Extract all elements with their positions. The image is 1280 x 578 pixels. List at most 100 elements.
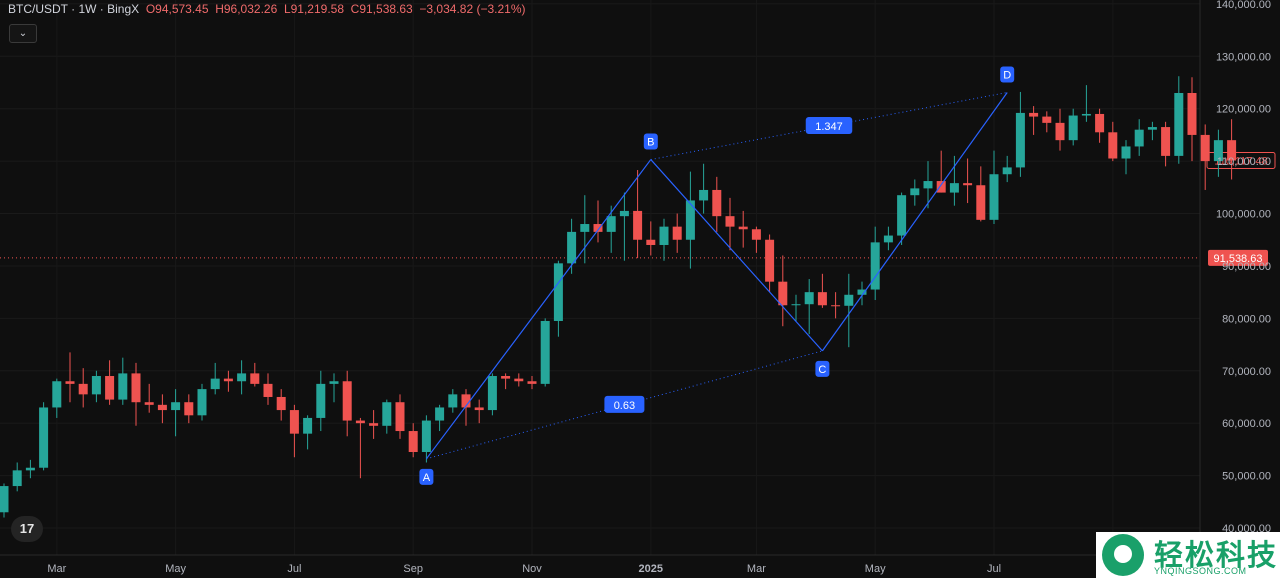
pattern-point-label: A <box>423 472 431 484</box>
symbol-header: BTC/USDT · 1W · BingX O94,573.45 H96,032… <box>8 2 525 16</box>
time-tick-label: 2025 <box>639 563 663 575</box>
price-tick-label: 50,000.00 <box>1222 471 1271 483</box>
candle <box>144 383 154 413</box>
candle <box>1068 108 1078 146</box>
candle-body <box>303 417 313 434</box>
candle <box>157 394 167 424</box>
candle <box>791 294 801 321</box>
candle <box>12 462 22 492</box>
candle-body <box>395 402 405 432</box>
candle-body <box>751 229 761 240</box>
candle <box>171 389 181 437</box>
candle <box>355 417 365 479</box>
candle-body <box>171 402 181 411</box>
candle <box>1161 121 1171 167</box>
collapse-legend-button[interactable]: ⌄ <box>9 24 37 43</box>
candle <box>989 150 999 225</box>
candle <box>1081 85 1091 122</box>
candle <box>844 273 854 348</box>
chevron-down-icon: ⌄ <box>18 28 28 39</box>
candle-body <box>949 183 959 193</box>
candle <box>210 362 220 395</box>
candle <box>593 200 603 243</box>
candle-body <box>936 181 946 193</box>
close-value: C91,538.63 <box>350 2 413 16</box>
candle-body <box>263 383 273 397</box>
candle <box>474 399 484 424</box>
candle <box>1002 155 1012 183</box>
candle-body <box>1174 92 1184 156</box>
candle <box>435 404 445 432</box>
pattern-point-badge <box>815 360 830 377</box>
candle-body <box>144 402 154 405</box>
candle-body <box>1081 113 1091 116</box>
candle <box>1200 124 1210 190</box>
candle <box>1015 91 1025 177</box>
candle <box>329 373 339 403</box>
candle-body <box>1029 112 1039 117</box>
candle-body <box>435 407 445 421</box>
candle <box>1187 77 1197 162</box>
candle <box>725 197 735 251</box>
candle <box>25 459 35 479</box>
time-tick-label: Jul <box>987 563 1001 575</box>
candle <box>659 218 669 261</box>
price-tick-label: 130,000.00 <box>1216 51 1271 63</box>
candle <box>250 362 260 387</box>
candle <box>976 166 986 222</box>
candle <box>1095 108 1105 143</box>
candle <box>223 370 233 392</box>
abcd-pattern[interactable]: 0.63 1.347 A B C D <box>419 66 1015 485</box>
time-tick-label: Jul <box>287 563 301 575</box>
candle-body <box>659 226 669 245</box>
candle-body <box>329 381 339 384</box>
candle <box>342 370 352 437</box>
price-tick-label: 70,000.00 <box>1222 366 1271 378</box>
candle-body <box>448 394 458 408</box>
candle <box>883 226 893 251</box>
candle <box>910 179 920 206</box>
pattern-ratio-badge <box>805 117 853 135</box>
candle-body <box>355 420 365 424</box>
price-axis[interactable]: 140,000.00 130,000.00 120,000.00 110,000.00… <box>1199 0 1271 555</box>
pattern-point-badge <box>419 468 434 485</box>
watermark-title: 轻松科技 <box>1154 540 1279 572</box>
candle-body <box>580 224 590 232</box>
candle <box>1227 119 1237 180</box>
time-axis[interactable]: MarMayJulSepNov2025MarMayJulSep <box>0 554 1200 575</box>
candle-body <box>923 181 933 189</box>
candle-body <box>1055 122 1065 141</box>
pattern-leg <box>821 92 1008 352</box>
candle <box>408 423 418 458</box>
candle-body <box>210 378 220 390</box>
candles <box>0 76 1237 518</box>
candle <box>936 150 946 193</box>
candle-body <box>316 383 326 418</box>
candle <box>738 210 748 248</box>
candle <box>237 360 247 395</box>
candle-body <box>1200 134 1210 162</box>
candle <box>1134 119 1144 156</box>
candle-body <box>1147 127 1157 130</box>
candle-body <box>883 235 893 243</box>
candle-body <box>474 407 484 411</box>
candle-body <box>633 210 643 240</box>
pattern-point-label: D <box>1003 69 1011 81</box>
candle-body <box>250 373 260 384</box>
candle-body <box>501 376 511 379</box>
tradingview-logo[interactable]: 17 <box>11 516 43 542</box>
time-tick-label: May <box>165 563 186 575</box>
candle <box>765 234 775 293</box>
candle <box>949 155 959 206</box>
candle <box>1213 129 1223 177</box>
candle-body <box>408 431 418 453</box>
symbol-title: BTC/USDT · 1W · BingX <box>8 2 140 16</box>
price-tick-label: 110,000.00 <box>1217 156 1271 168</box>
candle <box>751 226 761 253</box>
candle <box>65 352 75 403</box>
candle-body <box>289 410 299 434</box>
candle <box>78 368 88 408</box>
candle-body <box>1095 113 1105 133</box>
pattern-leg <box>650 159 823 352</box>
